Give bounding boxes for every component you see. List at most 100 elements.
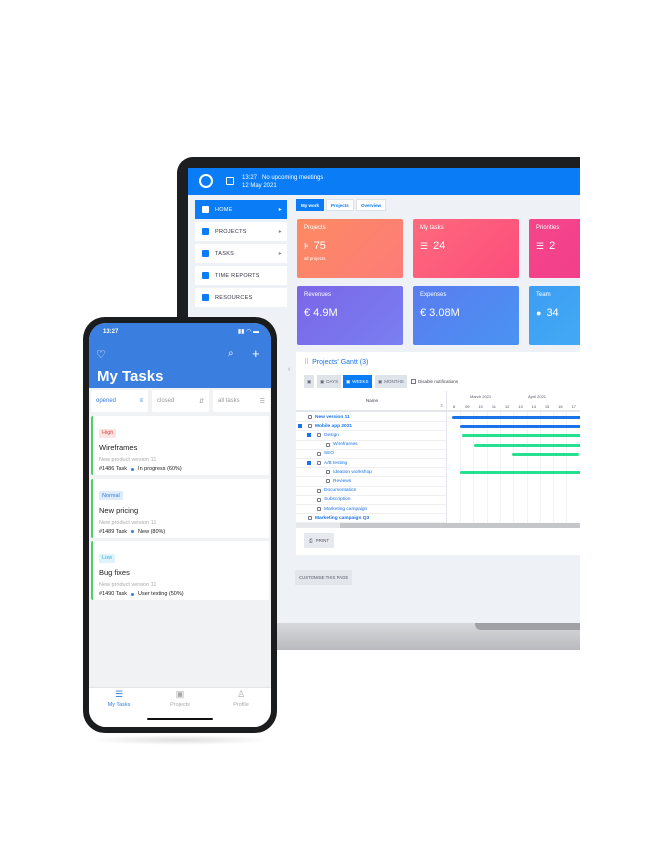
stat-card-projects[interactable]: Projects ⊧ 75 all projects	[297, 219, 403, 278]
tab-projects[interactable]: Projects	[326, 199, 354, 211]
tab-my-tasks[interactable]: ☰ My Tasks	[89, 689, 149, 708]
chevron-right-icon: ▸	[278, 251, 282, 257]
status-dot-icon	[131, 467, 135, 471]
calendar-icon[interactable]	[226, 177, 234, 185]
collapse-icon[interactable]	[307, 433, 311, 438]
briefcase-icon: ▣	[175, 689, 185, 699]
gantt-row-name: Mobile app 2021	[315, 423, 353, 429]
collapse-arrow-icon[interactable]: ‹	[288, 366, 291, 373]
power-logo-icon[interactable]	[199, 174, 213, 188]
days-button[interactable]: ▣ DAYS	[317, 375, 342, 388]
meetings-status: No upcoming meetings	[262, 175, 324, 181]
gantt-bar[interactable]	[460, 425, 580, 429]
months-button[interactable]: ▣ MONTHS	[375, 375, 407, 388]
add-icon[interactable]: +	[252, 346, 260, 361]
gantt-bar[interactable]	[512, 452, 579, 456]
sidebar-item-time-reports[interactable]: TIME REPORTS	[195, 266, 287, 285]
stat-card-revenues[interactable]: Revenues € 4.9M	[297, 286, 403, 345]
gantt-row[interactable]: Mobile app 2021	[296, 422, 446, 432]
gantt-row[interactable]: Wireframes	[296, 441, 446, 450]
folder-icon	[326, 479, 330, 484]
filter-label: opened	[96, 398, 117, 404]
days-label: DAYS	[326, 379, 339, 384]
horizontal-scrollbar[interactable]	[296, 523, 580, 528]
filter-closed[interactable]: closed ⇵	[152, 390, 209, 412]
task-card[interactable]: High Wireframes New product version 11 #148…	[91, 416, 269, 475]
status-dot-icon	[131, 592, 135, 596]
customise-page-button[interactable]: CUSTOMISE THIS PAGE	[295, 570, 353, 585]
card-label: My tasks	[420, 225, 444, 231]
sidebar-item-resources[interactable]: RESOURCES	[195, 288, 287, 307]
stat-card-expenses[interactable]: Expenses € 3.08M	[413, 286, 519, 345]
gantt-row[interactable]: Marketing campaign Q3	[296, 514, 446, 524]
filter-icon: ≡	[139, 398, 143, 404]
printer-icon: ⎙	[309, 538, 313, 543]
home-indicator	[147, 718, 213, 720]
tab-my-work[interactable]: My work	[296, 199, 325, 211]
search-icon[interactable]: ⌕	[228, 348, 234, 359]
grid-line	[553, 412, 555, 523]
gantt-row[interactable]: Subscription	[296, 496, 446, 505]
sidebar-item-home[interactable]: HOME ▸	[195, 200, 287, 219]
collapse-icon[interactable]	[307, 461, 311, 466]
task-status: In progress (60%)	[138, 466, 182, 472]
gantt-row[interactable]: Reviews	[296, 477, 446, 487]
stat-card-priorities[interactable]: Priorities ☰ 2	[529, 219, 580, 278]
folder-icon	[326, 470, 330, 475]
gantt-row[interactable]: Design	[296, 431, 446, 441]
weeks-button[interactable]: ▣ WEEKS	[343, 375, 372, 388]
folder-icon	[317, 507, 321, 512]
gantt-row[interactable]: SEO	[296, 450, 446, 459]
folder-icon	[308, 516, 312, 521]
week-label: 8	[452, 404, 456, 409]
collapse-icon[interactable]	[298, 424, 302, 429]
sidebar-item-tasks[interactable]: TASKS ▸	[195, 244, 287, 263]
card-label: Revenues	[304, 292, 332, 298]
laptop-screen: 13:27 No upcoming meetings 12 May 2021 H…	[188, 168, 580, 623]
hierarchy-icon: ⠿	[304, 359, 310, 366]
current-time: 13:27	[242, 175, 258, 181]
sidebar-item-projects[interactable]: PROJECTS ▸	[195, 222, 287, 241]
gantt-row[interactable]: A/B testing	[296, 459, 446, 469]
gantt-bar[interactable]	[452, 416, 580, 419]
task-id: #1489 Task	[99, 528, 128, 535]
tab-projects[interactable]: ▣ Projects	[150, 689, 210, 708]
status-dot-icon	[131, 530, 135, 533]
card-value: 34	[546, 307, 559, 319]
months-label: MONTHS	[384, 379, 404, 384]
month-label: April 2021	[528, 394, 547, 399]
gantt-bar[interactable]	[461, 434, 580, 438]
disable-notifications-checkbox[interactable]	[411, 379, 416, 384]
sort-icon[interactable]: ⇕	[440, 403, 444, 408]
gantt-bar[interactable]	[460, 471, 580, 475]
stopwatch-icon	[202, 272, 209, 279]
dashboard-icon	[202, 206, 209, 213]
priority-badge: Low	[99, 553, 116, 563]
gantt-bar[interactable]	[473, 443, 580, 447]
task-card[interactable]: Low Bug fixes New product version 11 #1490 …	[91, 541, 269, 600]
priority-badge: Normal	[99, 491, 123, 500]
task-card[interactable]: Normal New pricing New product version 11 #…	[91, 478, 269, 538]
card-subtitle: all projects	[304, 256, 326, 261]
heart-icon[interactable]: ♡	[96, 349, 106, 361]
stat-card-team[interactable]: Team ● 34	[529, 286, 580, 345]
gantt-row[interactable]: Documentation	[296, 487, 446, 496]
name-column-header[interactable]: Name	[366, 398, 379, 403]
filter-opened[interactable]: opened ≡	[91, 390, 148, 412]
week-label: 11	[491, 404, 496, 409]
tab-profile[interactable]: ♙ Profile	[211, 689, 271, 708]
task-title: Bug fixes	[99, 568, 130, 577]
scrollbar-thumb[interactable]	[340, 523, 580, 528]
gantt-row-name: A/B testing	[324, 460, 348, 466]
today-button[interactable]: ▣	[304, 375, 315, 388]
month-label: March 2021	[470, 394, 492, 399]
gantt-row[interactable]: New version 11	[296, 413, 446, 423]
print-button[interactable]: ⎙ PRINT	[304, 533, 335, 548]
gantt-row[interactable]: Marketing campaign	[296, 505, 446, 515]
tab-overview[interactable]: Overview	[356, 199, 387, 211]
stat-card-my-tasks[interactable]: My tasks ☰ 24	[413, 219, 519, 278]
filter-all-tasks[interactable]: all tasks ☰	[213, 390, 270, 412]
gantt-row[interactable]: Ideation workshop	[296, 468, 446, 478]
sidebar-item-label: TASKS	[215, 250, 235, 257]
current-date: 12 May 2021	[242, 183, 277, 189]
